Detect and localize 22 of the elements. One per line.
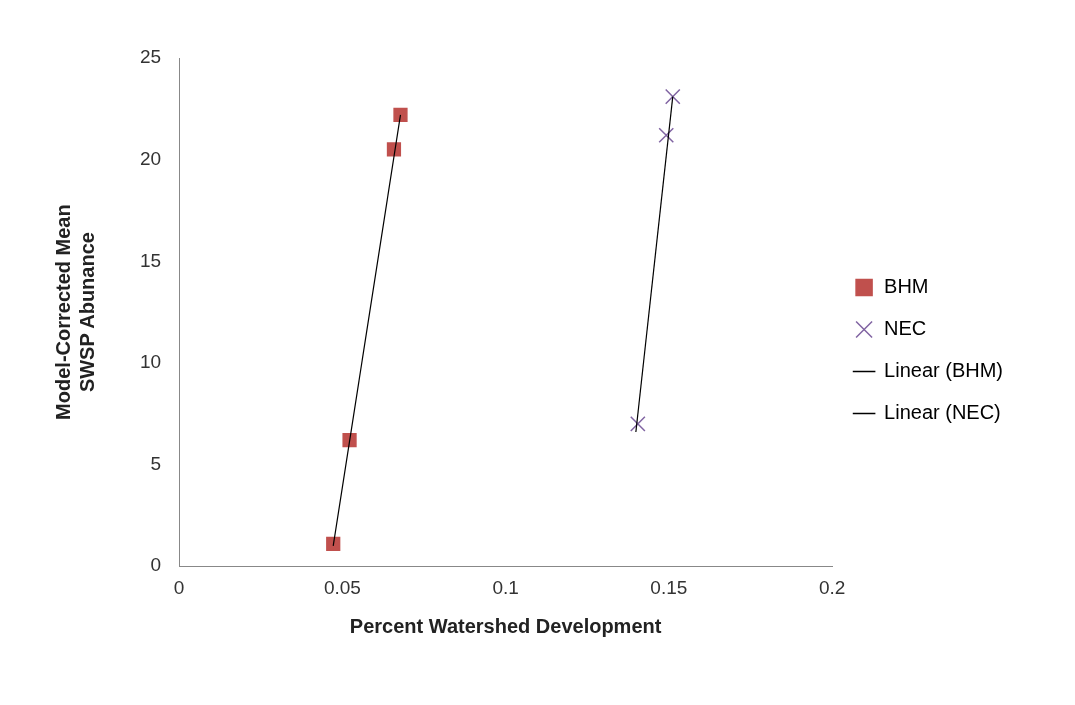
legend-label: NEC xyxy=(884,317,927,340)
point xyxy=(326,536,341,551)
y-axis-title: Model-Corrected Mean SWSP Abunance xyxy=(51,204,98,420)
legend-label: Linear (NEC) xyxy=(884,401,1001,424)
y-tick-label: 5 xyxy=(150,452,162,474)
y-tick-label: 0 xyxy=(150,554,162,576)
x-tick-label: 0.1 xyxy=(492,576,519,598)
x-tick-label: 0.05 xyxy=(323,576,361,598)
y-tick-label: 15 xyxy=(139,249,162,271)
y-tick-label: 25 xyxy=(139,46,162,68)
legend-label: Linear (BHM) xyxy=(884,359,1004,382)
legend-label: BHM xyxy=(884,275,929,298)
y-tick-label: 10 xyxy=(139,351,162,373)
point xyxy=(393,107,408,123)
point xyxy=(630,416,646,432)
x-tick-label: 0 xyxy=(173,576,185,598)
point xyxy=(658,127,675,144)
x-tick-label: 0.2 xyxy=(818,576,846,598)
x-axis-title: Percent Watershed Development xyxy=(349,614,662,637)
point xyxy=(664,88,681,105)
y-tick-label: 20 xyxy=(139,147,162,169)
x-tick-label: 0.15 xyxy=(650,576,688,598)
